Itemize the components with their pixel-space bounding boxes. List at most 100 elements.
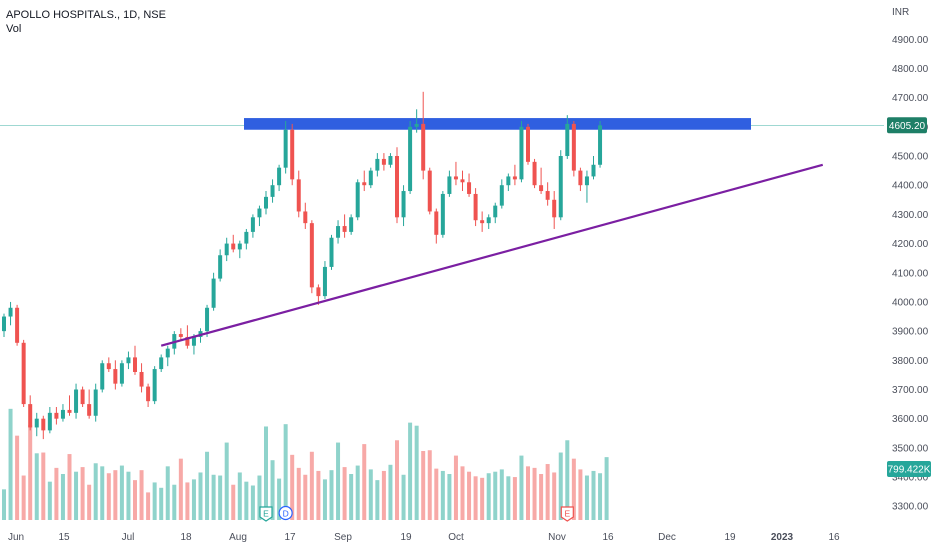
y-tick-label: 4400.00 [892, 181, 929, 192]
y-tick-label: 4700.00 [892, 93, 929, 104]
price-axis: INR4900.004800.004700.004600.004500.0044… [887, 7, 931, 513]
event-marker-label: E [564, 509, 570, 519]
candle-body [316, 287, 321, 297]
volume-bar [362, 444, 367, 520]
candle-body [290, 129, 295, 180]
volume-bar [185, 482, 190, 520]
volume-bar [512, 477, 517, 520]
volume-bar [205, 451, 210, 520]
volume-bar [539, 474, 544, 520]
candle-body [185, 336, 190, 346]
candle-body [395, 156, 399, 218]
event-marker-label: E [263, 509, 269, 519]
volume-bar [67, 454, 72, 520]
volume-bar [41, 452, 46, 520]
y-tick-label: 3300.00 [892, 502, 929, 513]
volume-bar [237, 472, 242, 520]
volume-bar [565, 440, 570, 520]
support-trendline [160, 163, 824, 347]
volume-bar [473, 476, 478, 520]
volume-bars [2, 408, 609, 520]
last-volume-badge [887, 461, 931, 477]
y-tick-label: 4100.00 [892, 268, 929, 279]
volume-bar [165, 466, 170, 520]
candle-body [15, 307, 20, 343]
candle-body [21, 342, 26, 405]
volume-bar [191, 479, 196, 520]
candle-body [486, 217, 491, 224]
volume-bar [218, 475, 223, 520]
volume-bar [60, 474, 65, 520]
volume-bar [558, 452, 563, 520]
currency-label: INR [892, 7, 909, 18]
x-tick-label: 19 [400, 532, 412, 543]
y-tick-label: 3400.00 [892, 473, 929, 484]
volume-bar [106, 473, 111, 520]
volume-bar [74, 471, 79, 520]
volume-bar [545, 464, 550, 520]
candle-body [598, 125, 603, 165]
candle-body [532, 161, 537, 186]
y-tick-label: 4000.00 [892, 297, 929, 308]
x-tick-label: Aug [229, 532, 247, 543]
volume-bar [309, 451, 314, 520]
volume-bar [100, 466, 105, 520]
volume-bar [80, 467, 85, 520]
x-tick-label: 2023 [771, 532, 794, 543]
candle-body [146, 386, 151, 402]
candle-body [47, 412, 52, 431]
y-tick-label: 4200.00 [892, 239, 929, 250]
volume-bar [198, 472, 203, 520]
candle-body [191, 336, 196, 346]
x-tick-label: Oct [448, 532, 464, 543]
volume-bar [532, 467, 537, 520]
candle-body [381, 158, 386, 165]
volume-bar [578, 469, 583, 520]
candle-body [355, 182, 360, 218]
dividend-marker [278, 505, 293, 521]
x-tick-label: 17 [284, 532, 296, 543]
volume-bar [395, 440, 399, 520]
candle-body [329, 237, 334, 267]
volume-bar [467, 471, 472, 520]
volume-bar [2, 489, 6, 520]
volume-bar [178, 458, 183, 520]
candle-body [283, 129, 288, 168]
candle-body [539, 185, 544, 192]
candle-body [257, 208, 262, 218]
candle-body [309, 223, 314, 288]
volume-bar [290, 454, 295, 520]
volume-bar [231, 484, 236, 520]
volume-bar [54, 467, 59, 520]
candle-body [133, 357, 137, 372]
resistance-zone [244, 118, 751, 130]
x-tick-label: 19 [724, 532, 736, 543]
chart-legend: APOLLO HOSPITALS., 1D, NSE Vol [6, 8, 166, 36]
volume-bar [336, 442, 341, 520]
y-tick-label: 4800.00 [892, 64, 929, 75]
volume-bar [453, 455, 458, 520]
volume-bar [388, 464, 393, 520]
volume-bar [87, 484, 92, 520]
candle-body [250, 217, 255, 232]
volume-bar [368, 469, 373, 520]
candle-body [237, 243, 242, 250]
volume-bar [571, 458, 576, 520]
candle-body [375, 158, 380, 171]
volume-bar [277, 478, 282, 520]
volume-bar [21, 475, 26, 520]
x-tick-label: Dec [658, 532, 676, 543]
last-price-badge [887, 117, 927, 134]
volume-bar [440, 470, 445, 520]
candle-body [264, 196, 268, 209]
candle-body [421, 123, 426, 171]
candle-body [467, 182, 472, 194]
candle-body [545, 191, 550, 200]
volume-bar [139, 470, 144, 520]
candle-body [519, 126, 524, 180]
candle-body [211, 278, 216, 308]
candle-body [473, 193, 478, 221]
candle-body [152, 369, 157, 402]
earnings-marker [560, 506, 574, 522]
